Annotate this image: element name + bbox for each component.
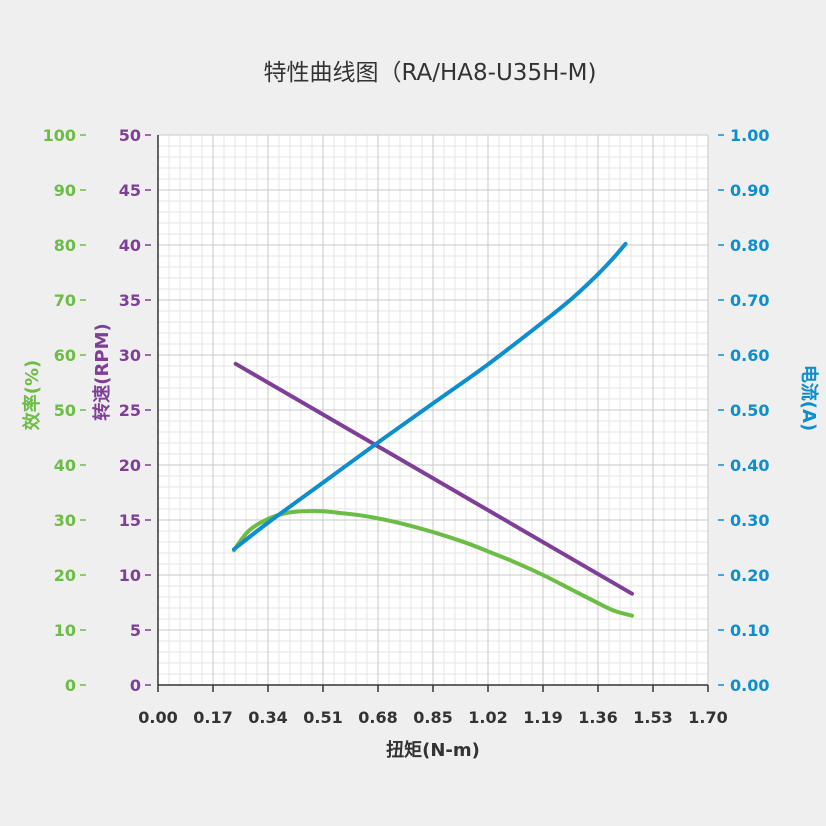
- current-tick-label: 0.90: [730, 181, 769, 200]
- efficiency-tick-label: 100: [43, 126, 76, 145]
- speed-tick-label: 50: [119, 126, 141, 145]
- efficiency-tick-label: 30: [54, 511, 76, 530]
- x-tick-label: 0.51: [303, 708, 342, 727]
- current-tick-label: 0.40: [730, 456, 769, 475]
- efficiency-series-line: [232, 508, 634, 618]
- current-tick-label: 0.30: [730, 511, 769, 530]
- efficiency-tick-label: 50: [54, 401, 76, 420]
- current-tick-label: 0.70: [730, 291, 769, 310]
- chart-title: 特性曲线图（RA/HA8-U35H-M): [263, 60, 596, 86]
- current-tick-label: 0.20: [730, 566, 769, 585]
- x-tick-label: 1.02: [468, 708, 507, 727]
- speed-tick-label: 15: [119, 511, 141, 530]
- speed-tick-label: 5: [130, 621, 141, 640]
- x-tick-label: 1.70: [688, 708, 727, 727]
- efficiency-tick-label: 40: [54, 456, 76, 475]
- speed-tick-label: 30: [119, 346, 141, 365]
- x-tick-label: 1.19: [523, 708, 562, 727]
- current-tick-label: 0.80: [730, 236, 769, 255]
- efficiency-tick-label: 80: [54, 236, 76, 255]
- x-tick-label: 0.34: [248, 708, 287, 727]
- efficiency-tick-label: 0: [65, 676, 76, 695]
- speed-axis-title: 转速(RPM): [91, 323, 113, 420]
- speed-tick-label: 10: [119, 566, 141, 585]
- speed-tick-label: 25: [119, 401, 141, 420]
- efficiency-tick-label: 10: [54, 621, 76, 640]
- current-tick-label: 0.50: [730, 401, 769, 420]
- current-tick-label: 1.00: [730, 126, 769, 145]
- x-axis-title: 扭矩(N-m): [386, 739, 480, 761]
- speed-tick-label: 40: [119, 236, 141, 255]
- x-tick-label: 0.85: [413, 708, 452, 727]
- speed-tick-label: 20: [119, 456, 141, 475]
- current-series-line: [232, 241, 628, 552]
- speed-tick-label: 35: [119, 291, 141, 310]
- efficiency-tick-label: 20: [54, 566, 76, 585]
- speed-tick-label: 0: [130, 676, 141, 695]
- speed-series-line: [233, 361, 634, 596]
- current-tick-label: 0.60: [730, 346, 769, 365]
- x-tick-label: 1.36: [578, 708, 617, 727]
- efficiency-tick-label: 90: [54, 181, 76, 200]
- current-tick-label: 0.00: [730, 676, 769, 695]
- speed-tick-label: 45: [119, 181, 141, 200]
- current-axis-title: 电流(A): [798, 365, 820, 431]
- current-tick-label: 0.10: [730, 621, 769, 640]
- efficiency-tick-label: 60: [54, 346, 76, 365]
- efficiency-tick-label: 70: [54, 291, 76, 310]
- x-tick-label: 0.00: [138, 708, 177, 727]
- x-tick-label: 0.17: [193, 708, 232, 727]
- efficiency-axis-title: 效率(%): [21, 360, 43, 431]
- x-tick-label: 1.53: [633, 708, 672, 727]
- x-tick-label: 0.68: [358, 708, 397, 727]
